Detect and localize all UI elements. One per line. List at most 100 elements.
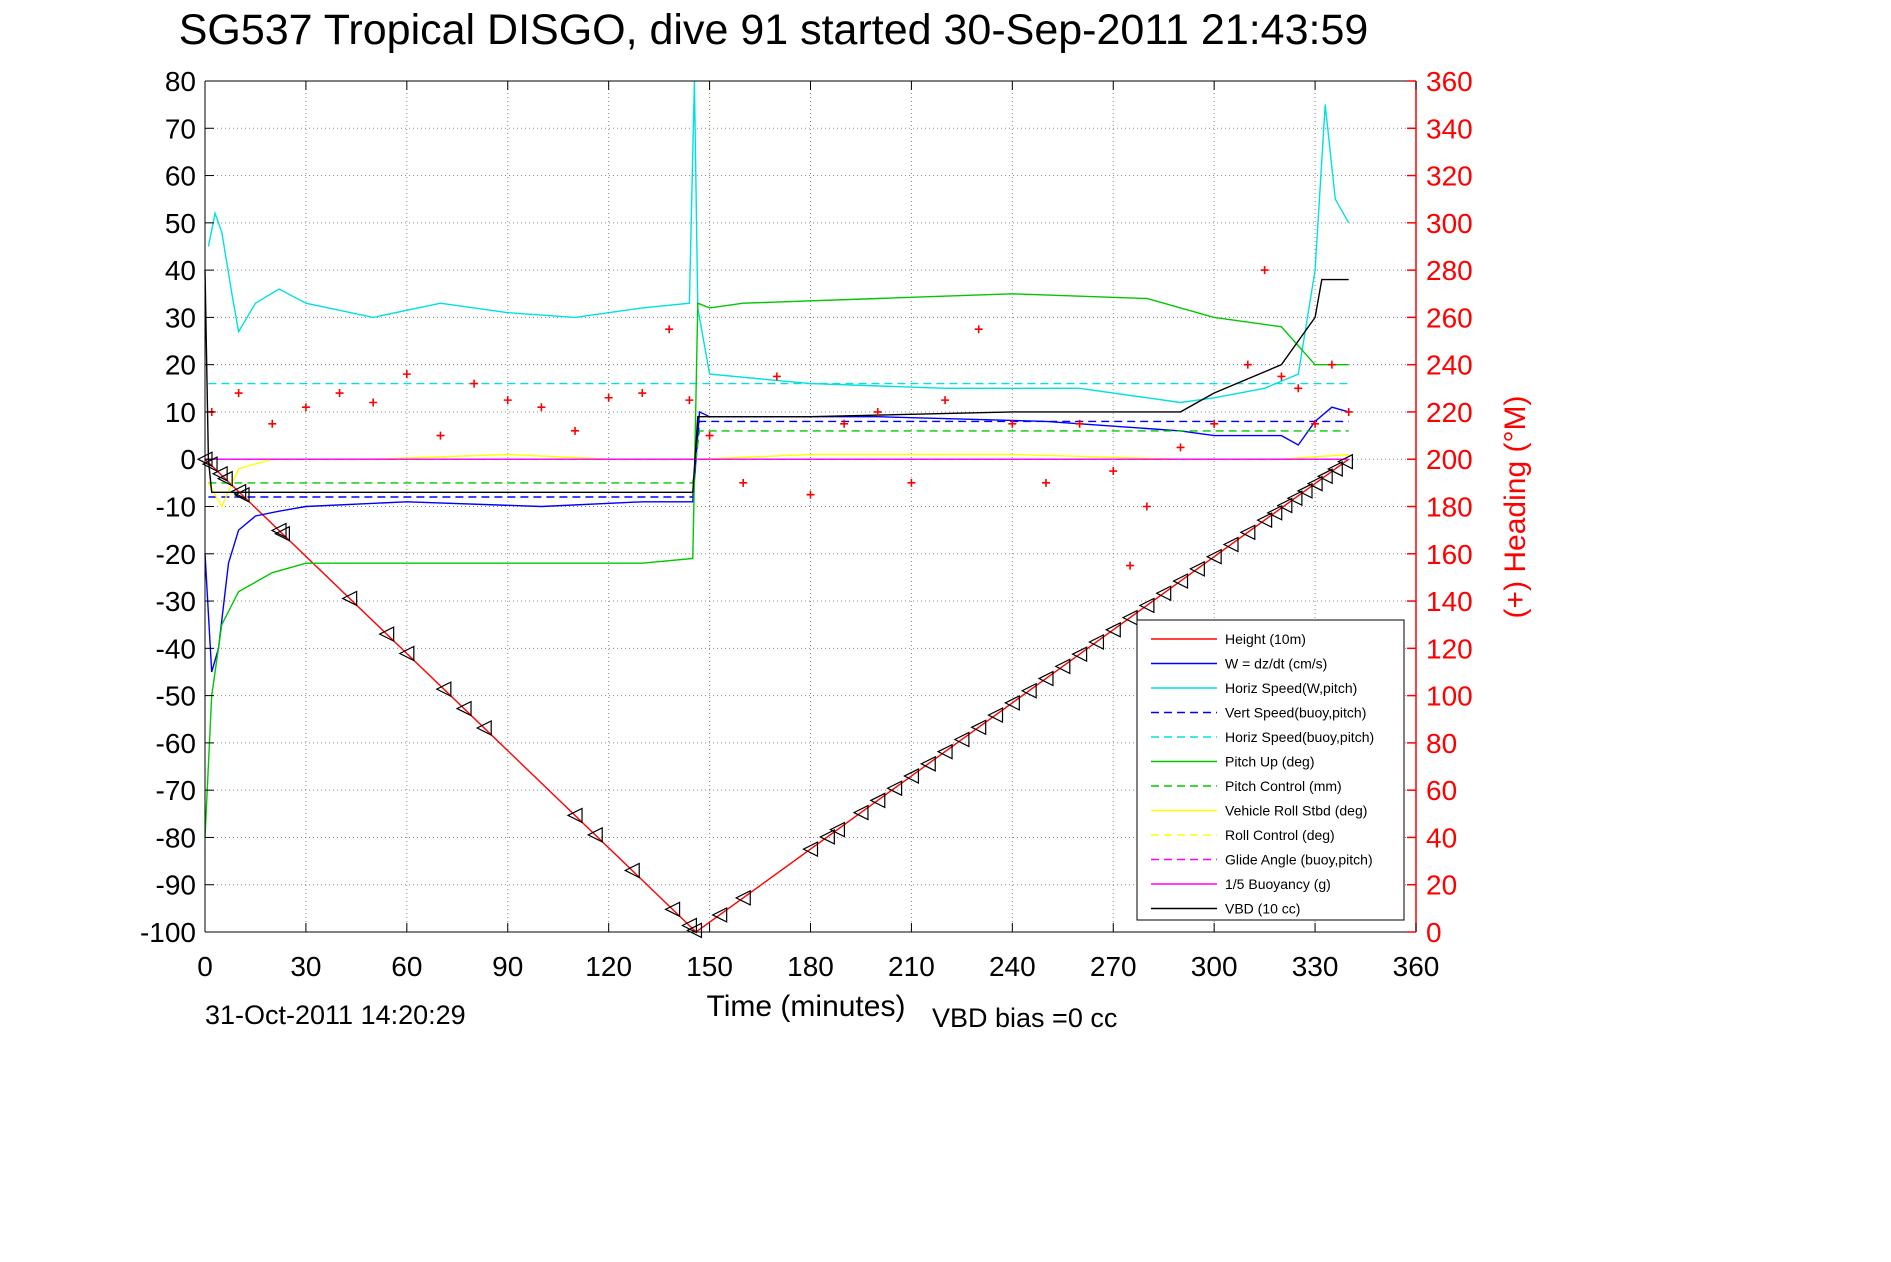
heading-point — [1041, 478, 1050, 487]
height-marker — [566, 807, 583, 824]
height-marker — [1256, 512, 1273, 529]
height-marker — [586, 826, 603, 843]
height-marker — [936, 743, 953, 760]
y2-tick-label: 220 — [1426, 397, 1473, 428]
chart: 0 30 60 90 120 150 180 210 240 270 300 330 360-100-9… — [140, 66, 1532, 1023]
x-tick-label: 90 — [492, 951, 523, 982]
heading-point — [436, 431, 445, 440]
y-tick-label: -60 — [156, 728, 196, 759]
y-tick-label: -40 — [156, 633, 196, 664]
heading-point — [705, 431, 714, 440]
y2-tick-label: 320 — [1426, 161, 1473, 192]
y2-tick-label: 60 — [1426, 775, 1457, 806]
y-tick-label: -20 — [156, 539, 196, 570]
x-tick-label: 30 — [290, 951, 321, 982]
heading-point — [1311, 419, 1320, 428]
heading-point — [503, 396, 512, 405]
y-tick-label: 60 — [165, 161, 196, 192]
y-tick-label: 0 — [180, 444, 196, 475]
y2-tick-label: 20 — [1426, 870, 1457, 901]
legend-box — [1136, 619, 1405, 921]
legend-label: 1/5 Buoyancy (g) — [1225, 876, 1331, 892]
heading-point — [806, 490, 815, 499]
y2-axis-label: (+) Heading (°M) — [1499, 396, 1532, 619]
axes: 0 30 60 90 120 150 180 210 240 270 300 330 360-100-9… — [140, 66, 1532, 1023]
x-tick-label: 150 — [686, 951, 733, 982]
heading-point — [638, 389, 647, 398]
x-tick-label: 210 — [888, 951, 935, 982]
height-marker — [201, 456, 218, 473]
markers-layer — [196, 451, 1353, 939]
y-tick-label: 10 — [165, 397, 196, 428]
height-marker — [1138, 597, 1155, 614]
y-tick-label: 20 — [165, 350, 196, 381]
heading-point — [268, 419, 277, 428]
legend-label: Roll Control (deg) — [1225, 827, 1335, 843]
height-marker — [829, 821, 846, 838]
heading-point — [1109, 467, 1118, 476]
height-marker — [274, 525, 290, 542]
height-marker — [1071, 646, 1088, 663]
height-marker — [1020, 682, 1037, 699]
y2-tick-label: 340 — [1426, 113, 1473, 144]
heading-point — [369, 398, 378, 407]
x-tick-label: 270 — [1090, 951, 1137, 982]
height-marker — [1266, 504, 1283, 521]
y-tick-label: -80 — [156, 822, 196, 853]
y2-tick-label: 0 — [1426, 917, 1442, 948]
heading-point — [1176, 443, 1185, 452]
y-tick-label: 80 — [165, 66, 196, 97]
legend-label: Glide Angle (buoy,pitch) — [1225, 852, 1373, 868]
series-line — [204, 293, 1349, 838]
height-marker — [987, 707, 1004, 724]
y2-tick-label: 280 — [1426, 255, 1473, 286]
height-marker — [398, 645, 415, 662]
vbd-bias-label: VBD bias =0 cc — [932, 1003, 1118, 1033]
height-marker — [1104, 621, 1121, 638]
x-axis-label: Time (minutes) — [707, 990, 906, 1023]
height-marker — [1326, 460, 1343, 477]
x-tick-label: 120 — [585, 951, 632, 982]
heading-point — [1243, 360, 1252, 369]
legend: Height (10m) W = dz/dt (cm/s) Horiz Speed(… — [1136, 619, 1405, 921]
height-marker — [802, 841, 819, 858]
heading-point — [941, 396, 950, 405]
legend-label: Pitch Up (deg) — [1225, 754, 1314, 770]
height-marker — [953, 731, 970, 748]
height-marker — [623, 862, 640, 879]
series-line — [204, 270, 1349, 493]
heading-point — [1142, 502, 1151, 511]
heading-point — [739, 478, 748, 487]
y2-tick-label: 200 — [1426, 444, 1473, 475]
y-tick-label: -50 — [156, 681, 196, 712]
series-line — [208, 430, 1349, 484]
legend-label: Horiz Speed(buoy,pitch) — [1225, 729, 1374, 745]
heading-point — [402, 370, 411, 379]
height-marker — [818, 828, 835, 845]
x-tick-label: 300 — [1191, 951, 1238, 982]
heading-point — [974, 325, 983, 334]
series-layer — [204, 80, 1350, 933]
height-marker — [711, 906, 728, 923]
x-tick-label: 330 — [1292, 951, 1339, 982]
heading-point — [772, 372, 781, 381]
y2-tick-label: 120 — [1426, 633, 1473, 664]
legend-label: Pitch Control (mm) — [1225, 778, 1342, 794]
height-marker — [435, 681, 452, 698]
height-marker — [1337, 453, 1353, 470]
height-marker — [869, 792, 886, 809]
height-marker — [903, 768, 920, 785]
x-tick-label: 0 — [197, 951, 213, 982]
heading-point — [1075, 419, 1084, 428]
y2-tick-label: 100 — [1426, 681, 1473, 712]
heading-point — [301, 403, 310, 412]
height-marker — [233, 486, 250, 503]
legend-label: Horiz Speed(W,pitch) — [1225, 680, 1357, 696]
page-title: SG537 Tropical DISGO, dive 91 started 30… — [178, 6, 1369, 54]
height-marker — [1189, 560, 1205, 577]
heading-point — [1327, 360, 1336, 369]
height-marker — [886, 780, 903, 797]
height-marker — [1172, 573, 1189, 590]
heading-point — [335, 389, 344, 398]
height-marker — [970, 719, 987, 736]
